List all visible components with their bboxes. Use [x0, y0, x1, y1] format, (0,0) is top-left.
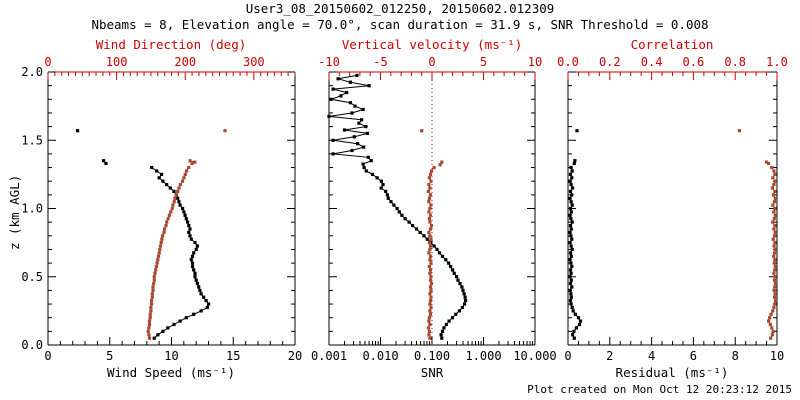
snr-series	[327, 73, 468, 340]
tick-label: 0.0	[21, 338, 43, 352]
tick-label: 10	[770, 349, 784, 363]
correlation-axis-title: Correlation	[630, 37, 714, 52]
tick-label: -5	[373, 55, 387, 69]
tick-label: 0	[564, 349, 571, 363]
snr-axis-title: SNR	[420, 365, 444, 380]
tick-label: 300	[243, 55, 265, 69]
plot-subtitle: Nbeams = 8, Elevation angle = 70.0°, sca…	[91, 17, 709, 32]
tick-label: -10	[318, 55, 340, 69]
tick-label: 1.5	[21, 133, 43, 147]
residual-axis-title: Residual (ms⁻¹)	[615, 365, 729, 380]
tick-label: 0.010	[362, 349, 398, 363]
tick-label: 1.0	[766, 55, 788, 69]
tick-label: 1.0	[21, 202, 43, 216]
tick-label: 1.000	[465, 349, 501, 363]
tick-label: 0.100	[414, 349, 450, 363]
tick-label: 200	[174, 55, 196, 69]
plot-title: User3_08_20150602_012250, 20150602.01230…	[245, 1, 555, 16]
tick-label: 0.4	[641, 55, 663, 69]
wind-speed-axis-title: Wind Speed (ms⁻¹)	[107, 365, 235, 380]
tick-label: 0.6	[683, 55, 705, 69]
panel-wind-panel: 0.00.51.01.52.00 5 10 15 200 100 200 300	[21, 55, 302, 363]
tick-label: 20	[288, 349, 302, 363]
tick-label: 4	[648, 349, 655, 363]
vertical-velocity-series	[420, 129, 444, 340]
tick-label: 8	[732, 349, 739, 363]
tick-label: 10.000	[513, 349, 556, 363]
tick-label: 0.2	[599, 55, 621, 69]
tick-label: 0.8	[724, 55, 746, 69]
vertical-velocity-axis-title: Vertical velocity (ms⁻¹)	[341, 37, 523, 52]
tick-label: 0	[44, 55, 51, 69]
tick-label: 5	[106, 349, 113, 363]
panel-residual-panel: 0 2 4 6 8 10 0.0 0.2 0.4 0.6 0.8 1.0	[557, 55, 788, 363]
tick-label: 15	[226, 349, 240, 363]
correlation-series	[737, 129, 778, 340]
tick-label: 10	[528, 55, 542, 69]
tick-label: 5	[480, 55, 487, 69]
tick-label: 0.0	[557, 55, 579, 69]
z-axis-title: z (km AGL)	[7, 174, 22, 250]
tick-label: 10	[164, 349, 178, 363]
wind-direction-series	[146, 129, 227, 340]
tick-label: 0.5	[21, 270, 43, 284]
plot-created-timestamp: Plot created on Mon Oct 12 20:23:12 2015	[527, 383, 792, 396]
tick-label: 0	[428, 55, 435, 69]
tick-label: 100	[106, 55, 128, 69]
tick-label: 0	[44, 349, 51, 363]
tick-label: 2	[606, 349, 613, 363]
tick-label: 6	[690, 349, 697, 363]
tick-label: 0.001	[311, 349, 347, 363]
residual-series	[568, 129, 583, 340]
panel-snr-panel: 0.001 0.010 0.100 1.000 10.000 -10 -5 0 5 10	[311, 55, 557, 363]
tick-label: 2.0	[21, 65, 43, 79]
wind-direction-axis-title: Wind Direction (deg)	[95, 37, 247, 52]
